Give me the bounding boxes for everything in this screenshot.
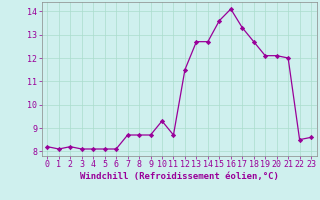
X-axis label: Windchill (Refroidissement éolien,°C): Windchill (Refroidissement éolien,°C)	[80, 172, 279, 181]
